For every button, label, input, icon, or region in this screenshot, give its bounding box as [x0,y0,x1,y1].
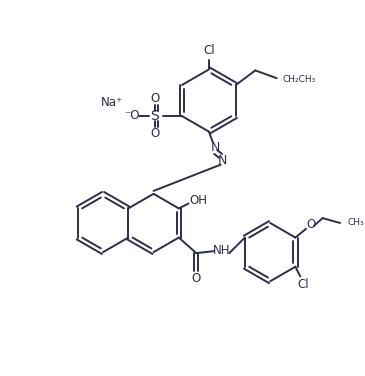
Text: CH₃: CH₃ [348,218,365,227]
Text: NH: NH [213,244,230,257]
Text: O: O [306,218,316,231]
Text: S: S [150,109,159,123]
Text: Cl: Cl [297,278,309,291]
Text: ⁻O: ⁻O [125,109,140,121]
Text: O: O [150,127,160,140]
Text: N: N [218,154,227,167]
Text: Cl: Cl [203,44,215,58]
Text: Na⁺: Na⁺ [101,96,123,109]
Text: OH: OH [189,194,207,207]
Text: O: O [150,92,160,105]
Text: N: N [211,141,220,154]
Text: CH₂CH₃: CH₂CH₃ [283,75,316,84]
Text: O: O [192,272,201,285]
